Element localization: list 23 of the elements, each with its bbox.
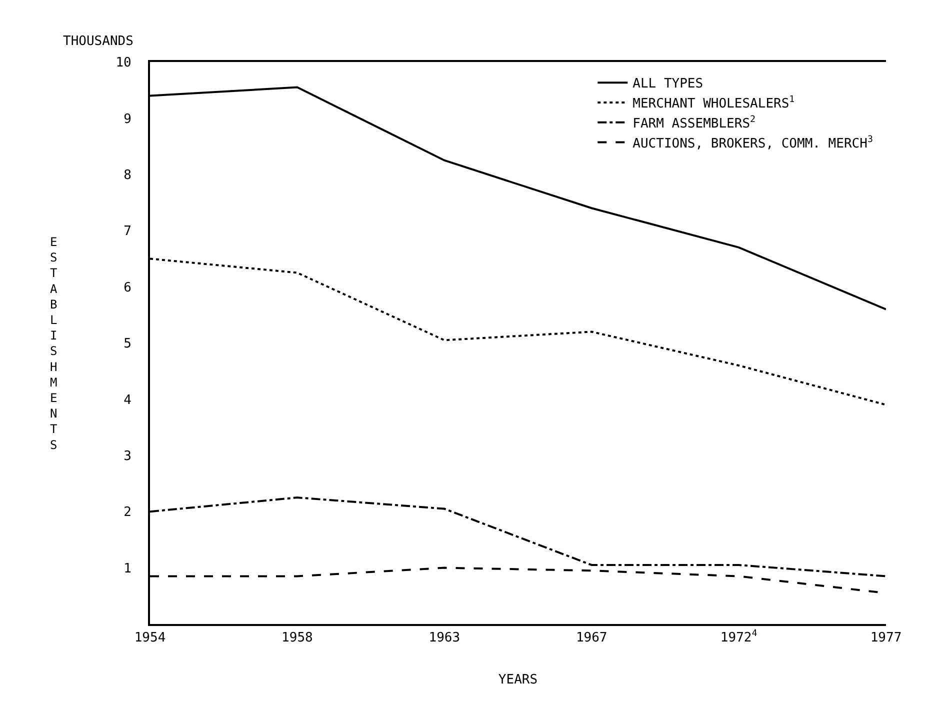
x-tick-label: 1967: [576, 630, 608, 646]
x-axis-title: YEARS: [498, 672, 538, 688]
legend-label: FARM ASSEMBLERS$^{2}$: [632, 114, 756, 132]
legend-label: ALL TYPES: [632, 76, 704, 92]
y-tick-label: 10: [116, 56, 132, 71]
x-tick-label: 1972$^{4}$: [720, 629, 758, 646]
y-tick-label: 1: [124, 561, 132, 576]
y-tick-label: 4: [124, 392, 132, 408]
y-tick-label: 9: [124, 112, 132, 127]
y-tick-label: 2: [124, 505, 132, 520]
y-tick-label: 3: [124, 448, 132, 464]
y-tick-label: 7: [124, 224, 132, 240]
text: THOUSANDS: [63, 34, 134, 49]
legend-label: MERCHANT WHOLESALERS$^{1}$: [632, 95, 795, 112]
legend-label: AUCTIONS, BROKERS, COMM. MERCH$^{3}$: [632, 134, 873, 152]
y-tick-label: 6: [124, 280, 132, 296]
text: ESTABLISHMENTS: [50, 235, 58, 452]
x-tick-label: 1977: [870, 630, 902, 646]
y-tick-label: 8: [124, 168, 132, 183]
x-tick-label: 1958: [282, 630, 313, 646]
x-tick-label: 1963: [428, 630, 460, 646]
x-tick-label: 1954: [134, 630, 166, 646]
y-tick-label: 5: [124, 336, 132, 352]
